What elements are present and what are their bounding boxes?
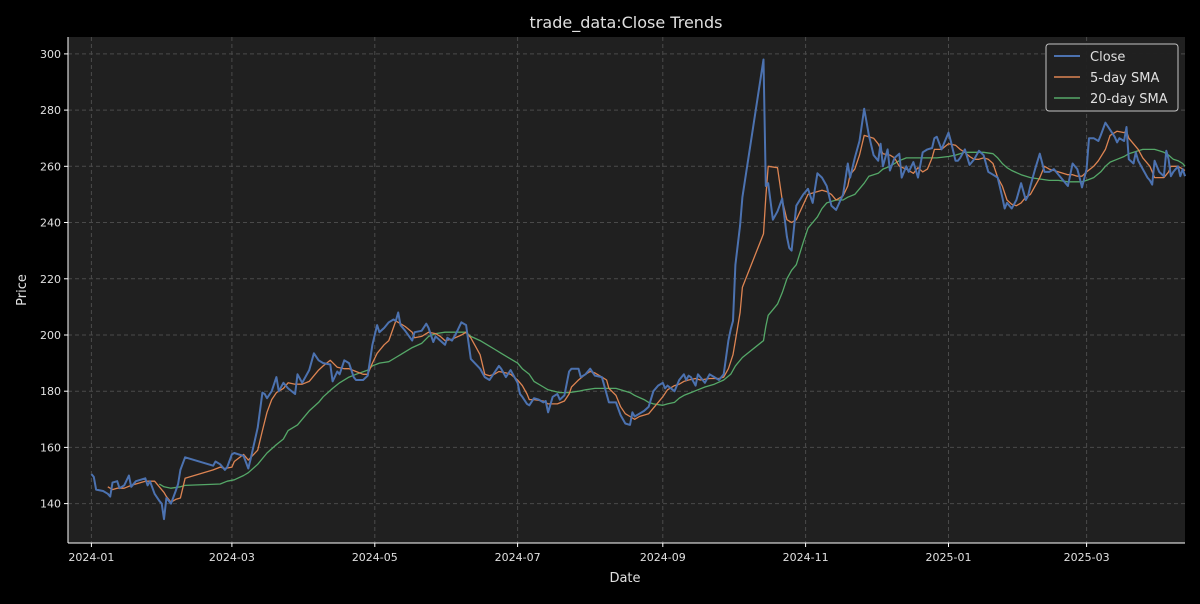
plot-area [68, 37, 1185, 543]
x-tick-label: 2024-03 [209, 551, 255, 564]
y-tick-label: 260 [40, 160, 61, 173]
x-tick-label: 2025-01 [926, 551, 972, 564]
legend-label-close: Close [1090, 50, 1125, 65]
x-tick-label: 2024-01 [68, 551, 114, 564]
x-tick-label: 2024-09 [640, 551, 686, 564]
x-tick-label: 2024-11 [783, 551, 829, 564]
y-tick-label: 160 [40, 441, 61, 454]
x-tick-label: 2025-03 [1064, 551, 1110, 564]
x-tick-label: 2024-05 [352, 551, 398, 564]
series-layer [90, 58, 1186, 521]
x-axis-label: Date [609, 571, 640, 586]
y-tick-label: 220 [40, 273, 61, 286]
y-tick-label: 200 [40, 329, 61, 342]
x-tick-label: 2024-07 [495, 551, 541, 564]
y-tick-label: 280 [40, 104, 61, 117]
axes [67, 37, 1185, 544]
ticks: 140 160 180 200 220 240 260 280 300 2024-01 2024-0… [40, 48, 1110, 564]
chart-title: trade_data:Close Trends [530, 13, 723, 33]
legend-label-5-day-sma: 5-day SMA [1090, 71, 1159, 86]
series-line-5-day-sma [107, 130, 1186, 503]
legend-box [1045, 43, 1179, 112]
y-tick-label: 180 [40, 385, 61, 398]
y-tick-label: 300 [40, 48, 61, 61]
series-line-close [90, 58, 1186, 521]
y-tick-label: 140 [40, 498, 61, 511]
y-axis-label: Price [15, 274, 30, 306]
grid [68, 37, 1185, 543]
y-tick-label: 240 [40, 217, 61, 230]
legend: Close 5-day SMA 20-day SMA [1045, 43, 1179, 112]
legend-label-20-day-sma: 20-day SMA [1090, 92, 1168, 107]
